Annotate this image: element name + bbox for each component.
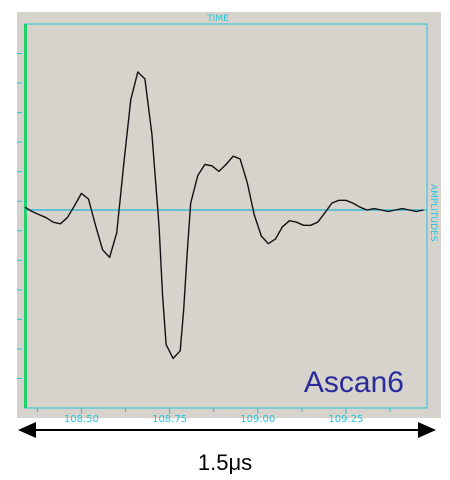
duration-arrow-right-head <box>418 422 436 438</box>
ascan-annotation: Ascan6 <box>304 366 404 399</box>
time-axis-label: TIME <box>206 14 229 24</box>
amplitude-axis-label: AMPLITUDES <box>428 184 438 242</box>
time-tick-label: 108.75 <box>152 414 187 425</box>
duration-arrow-left-head <box>18 422 36 438</box>
duration-label: 1.5μs <box>197 450 253 475</box>
plot-background <box>17 12 441 418</box>
waveform-trace <box>24 71 424 360</box>
duration-arrow <box>18 422 436 438</box>
time-tick-label: 109.00 <box>240 414 275 425</box>
time-tick-label: 109.25 <box>328 414 363 425</box>
time-tick-label: 108.50 <box>64 414 99 425</box>
time-ticks: 108.50 108.75 109.00 109.25 <box>36 408 391 425</box>
amplitude-ticks <box>17 53 22 379</box>
